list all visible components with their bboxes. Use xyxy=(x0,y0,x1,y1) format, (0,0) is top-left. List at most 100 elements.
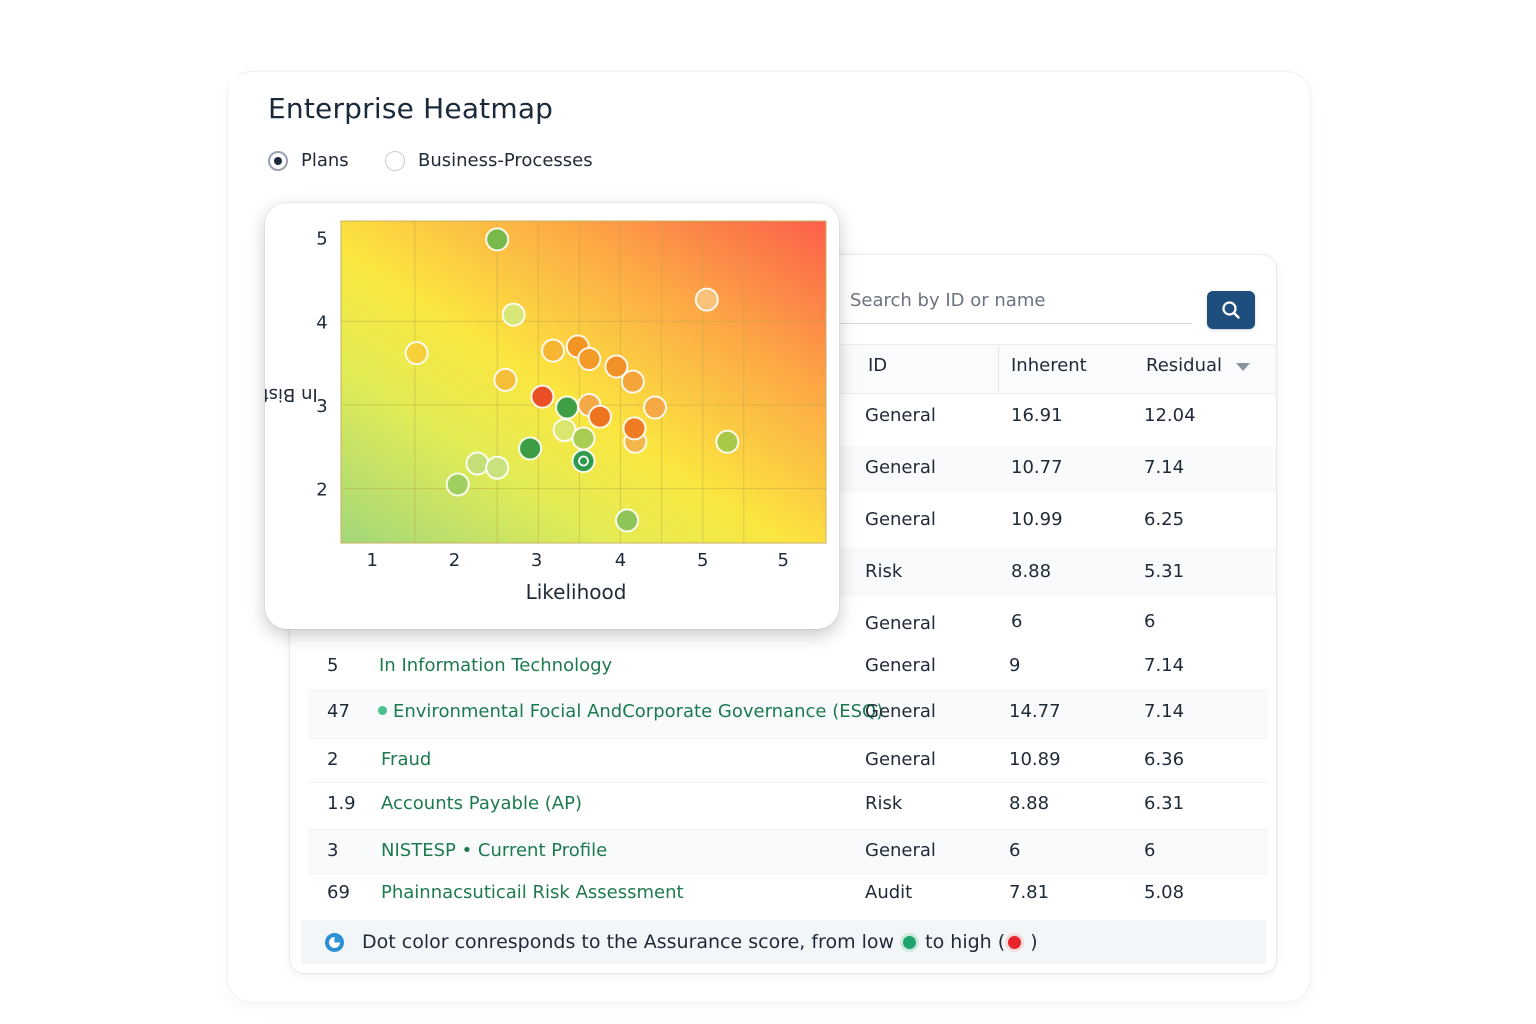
cell-type: Risk xyxy=(865,561,903,582)
cell-type: General xyxy=(865,457,936,478)
search-button[interactable] xyxy=(1207,291,1255,329)
cell-inherent: 6 xyxy=(1009,840,1021,861)
cell-type: General xyxy=(865,509,936,530)
row-divider xyxy=(308,829,1268,830)
row-band xyxy=(840,548,1276,596)
plan-name-cell: Environmental Focial AndCorporate Govern… xyxy=(378,701,883,723)
heatmap-point[interactable] xyxy=(571,426,596,451)
info-icon xyxy=(325,933,344,952)
radio-business-processes[interactable]: Business-Processes xyxy=(385,150,593,171)
status-dot xyxy=(378,706,387,715)
x-tick-label: 4 xyxy=(615,550,626,571)
cell-residual: 6.31 xyxy=(1144,793,1185,814)
y-axis-label: In Bisf xyxy=(265,384,318,405)
heatmap-point[interactable] xyxy=(541,338,566,363)
cell-inherent: 10.77 xyxy=(1011,457,1063,478)
cell-type: General xyxy=(865,655,936,676)
heatmap-point[interactable] xyxy=(643,395,668,420)
heatmap-point[interactable] xyxy=(404,341,429,366)
row-divider xyxy=(308,738,1268,739)
cell-type: Audit xyxy=(865,882,913,903)
heatmap-point[interactable] xyxy=(530,384,555,409)
row-band xyxy=(308,829,1268,873)
cell-id: 5 xyxy=(327,655,339,676)
cell-type: Risk xyxy=(865,793,903,814)
heatmap-point[interactable] xyxy=(694,287,719,312)
high-score-dot-icon xyxy=(1008,936,1022,949)
cell-type: General xyxy=(865,701,936,722)
cell-inherent: 10.99 xyxy=(1011,509,1063,530)
search-input[interactable] xyxy=(840,278,1192,324)
heatmap-point[interactable] xyxy=(555,395,580,420)
cell-inherent: 6 xyxy=(1011,611,1023,632)
heatmap-point[interactable] xyxy=(622,416,647,441)
radio-plans[interactable]: Plans xyxy=(268,150,349,171)
plan-name-link[interactable]: NISTESP • Current Profile xyxy=(381,840,608,861)
column-header-inherent[interactable]: Inherent xyxy=(1011,355,1087,376)
heatmap-point[interactable] xyxy=(485,227,510,252)
x-tick-label: 5 xyxy=(778,550,789,571)
legend-note-close: ) xyxy=(1030,931,1038,953)
row-divider xyxy=(308,873,1268,874)
search-icon xyxy=(1222,301,1240,319)
radio-business-processes-circle[interactable] xyxy=(385,150,405,171)
plan-name-link[interactable]: Fraud xyxy=(381,749,432,770)
cell-type: General xyxy=(865,840,936,861)
row-band xyxy=(308,691,1268,737)
cell-id: 47 xyxy=(327,701,350,722)
row-divider xyxy=(308,690,1268,691)
x-axis-ticks: 1 2 3 4 5 5 xyxy=(367,550,789,571)
plan-name-link[interactable]: Phainnacsuticail Risk Assessment xyxy=(381,882,684,903)
legend-note xyxy=(301,920,1266,964)
heatmap-point[interactable] xyxy=(587,404,612,429)
heatmap-point[interactable] xyxy=(465,451,490,476)
cell-inherent: 8.88 xyxy=(1009,793,1050,814)
heatmap-point[interactable] xyxy=(715,429,740,454)
cell-residual: 6.36 xyxy=(1144,749,1185,770)
y-tick-label: 5 xyxy=(316,229,327,250)
heatmap-chart: 5 4 3 2 1 2 3 4 5 5 Likelihood In Bisf xyxy=(265,220,827,604)
legend-note-high-text: to high ( xyxy=(925,931,1006,953)
cell-type: General xyxy=(865,749,936,770)
cell-inherent: 10.89 xyxy=(1009,749,1061,770)
heatmap-point[interactable] xyxy=(571,449,596,474)
heatmap-point[interactable] xyxy=(445,472,470,497)
radio-plans-label: Plans xyxy=(301,150,349,171)
heatmap-point[interactable] xyxy=(485,455,510,480)
heatmap-point[interactable] xyxy=(493,367,518,392)
cell-id: 2 xyxy=(327,749,339,770)
heatmap-point[interactable] xyxy=(604,354,629,379)
cell-residual: 6.25 xyxy=(1144,509,1185,530)
cell-id: 1.9 xyxy=(327,793,356,814)
heatmap-point[interactable] xyxy=(518,436,543,461)
plan-name-link[interactable]: Accounts Payable (AP) xyxy=(381,793,582,814)
heatmap-point[interactable] xyxy=(501,302,526,327)
plan-name-link[interactable]: In Information Technology xyxy=(379,655,613,676)
cell-residual: 6 xyxy=(1144,611,1156,632)
heatmap-point[interactable] xyxy=(615,508,640,533)
cell-inherent: 9 xyxy=(1009,655,1021,676)
cell-residual: 12.04 xyxy=(1144,405,1196,426)
x-tick-label: 3 xyxy=(531,550,542,571)
sort-descending-icon[interactable] xyxy=(1236,363,1251,371)
radio-business-processes-label: Business-Processes xyxy=(418,150,593,171)
heatmap-plot-area xyxy=(341,221,826,543)
y-tick-label: 4 xyxy=(316,312,327,333)
x-axis-label: Likelihood xyxy=(526,580,627,604)
cell-type: General xyxy=(865,405,936,426)
plot-border xyxy=(340,220,827,544)
table-header xyxy=(840,344,1276,394)
column-header-residual[interactable]: Residual xyxy=(1146,355,1251,376)
row-band xyxy=(840,446,1276,492)
panel-header xyxy=(230,76,830,226)
heatmap-point[interactable] xyxy=(577,347,602,371)
row-divider xyxy=(308,782,1268,783)
plan-name-link[interactable]: Environmental Focial AndCorporate Govern… xyxy=(393,701,884,722)
y-axis-ticks: 5 4 3 2 xyxy=(316,229,327,501)
heatmap-point[interactable] xyxy=(620,369,645,394)
x-tick-label: 1 xyxy=(367,550,378,571)
column-header-id[interactable]: ID xyxy=(868,355,888,376)
radio-plans-circle[interactable] xyxy=(268,150,288,171)
selected-point-marker xyxy=(578,455,589,467)
page-title: Enterprise Heatmap xyxy=(268,92,554,125)
